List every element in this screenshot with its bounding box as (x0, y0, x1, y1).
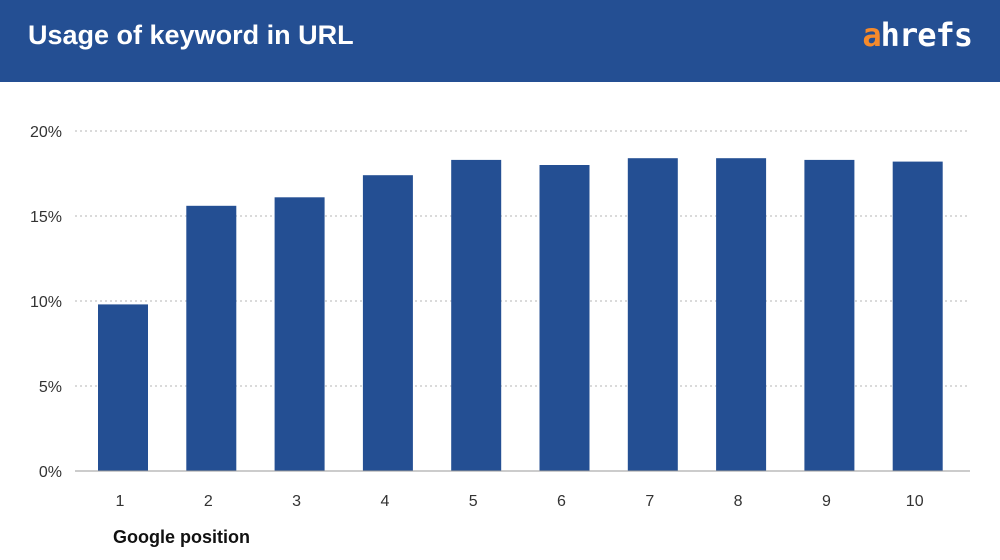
x-tick-label: 3 (292, 493, 301, 510)
y-axis-ticks: 0% 5% 10% 15% 20% (30, 124, 62, 481)
x-axis-ticks: 1 2 3 4 5 6 7 8 9 10 (116, 493, 924, 510)
bar (539, 165, 590, 471)
y-tick-label: 15% (30, 209, 62, 226)
bar (627, 158, 678, 471)
x-tick-label: 7 (645, 493, 654, 510)
bar (362, 175, 413, 471)
bars (98, 158, 943, 472)
bar (892, 161, 943, 471)
x-tick-label: 1 (116, 493, 125, 510)
x-tick-label: 2 (204, 493, 213, 510)
bar (804, 159, 855, 471)
y-tick-label: 20% (30, 124, 62, 141)
bar-chart: 0% 5% 10% 15% 20% 1 2 3 4 5 6 7 8 9 10 Google positio… (30, 124, 970, 547)
x-tick-label: 6 (557, 493, 566, 510)
y-tick-label: 10% (30, 294, 62, 311)
ahrefs-logo: ahrefs (862, 16, 973, 54)
bar (716, 158, 767, 471)
bar (451, 159, 502, 471)
bar (186, 205, 237, 472)
chart-header: Usage of keyword in URL ahrefs (0, 0, 1000, 82)
x-tick-label: 10 (906, 493, 924, 510)
x-tick-label: 5 (469, 493, 478, 510)
x-axis-label: Google position (113, 527, 250, 547)
logo-text: hrefs (880, 16, 973, 54)
bar (98, 304, 148, 471)
bar (274, 197, 325, 472)
logo-accent: a (862, 16, 881, 54)
x-tick-label: 8 (734, 493, 743, 510)
x-tick-label: 9 (822, 493, 831, 510)
x-tick-label: 4 (380, 493, 389, 510)
y-tick-label: 5% (39, 379, 62, 396)
chart-title: Usage of keyword in URL (28, 20, 354, 50)
y-tick-label: 0% (39, 464, 62, 481)
